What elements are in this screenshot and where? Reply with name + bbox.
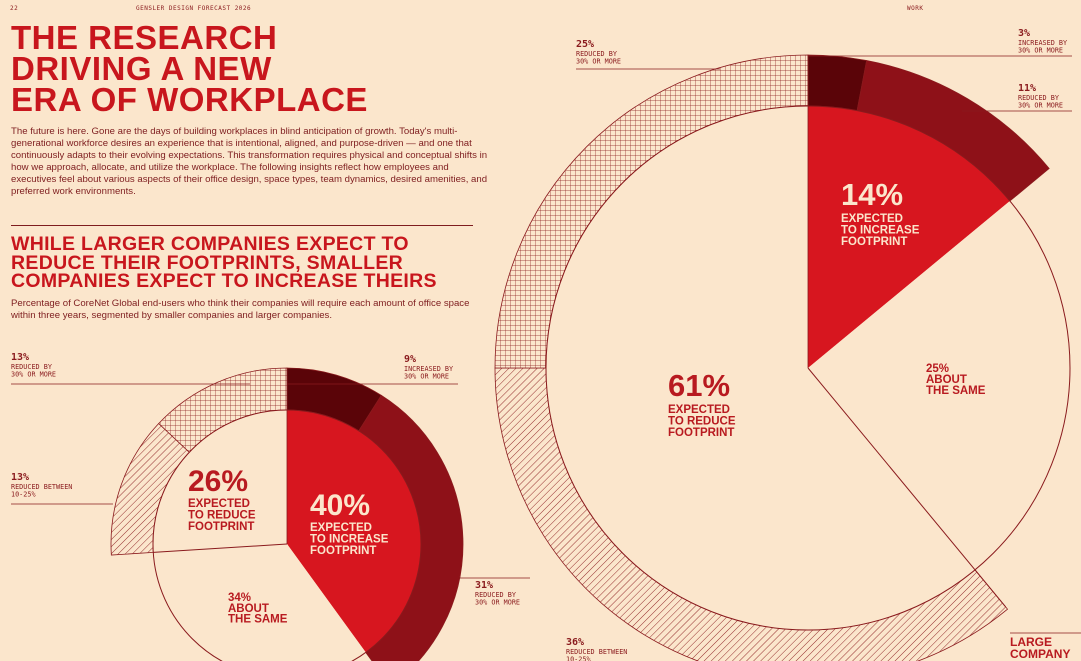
pct-same: 34% [228, 592, 251, 604]
pct-same: 25% [926, 363, 949, 375]
ring-label-increase-pct: 9% [404, 354, 416, 365]
label-increase: EXPECTED [310, 522, 372, 534]
ring-label-dark-pct: 31% [475, 580, 493, 591]
ring-label-dark-text: 30% OR MORE [1018, 102, 1063, 110]
ring-label-increase-text: 30% OR MORE [1018, 47, 1063, 55]
chart-heading-line: REDUCE THEIR FOOTPRINTS, SMALLER [11, 251, 404, 274]
label-increase: EXPECTED [841, 213, 903, 225]
ring-label-hatch-text: REDUCED BETWEEN [11, 483, 72, 491]
ring-label-dark-text: 30% OR MORE [475, 599, 520, 607]
ring-label-hatch-text: REDUCED BETWEEN [566, 648, 627, 656]
label-reduce: TO REDUCE [668, 416, 736, 428]
ring-label-hatch-pct: 13% [11, 472, 29, 483]
pct-reduce: 26% [188, 465, 248, 498]
ring-label-grid-pct: 25% [576, 39, 594, 50]
divider-line [153, 543, 288, 553]
ring-label-grid-pct: 13% [11, 352, 29, 363]
label-reduce: TO REDUCE [188, 510, 256, 522]
outer-ring-segment [807, 54, 868, 112]
ring-label-grid-text: REDUCED BY [576, 50, 617, 58]
label-reduce: FOOTPRINT [668, 427, 734, 439]
publication-name: GENSLER DESIGN FORECAST 2026 [136, 5, 252, 12]
ring-label-hatch-text: 10-25% [566, 656, 591, 661]
chart-title: COMPANY [1010, 647, 1070, 661]
label-reduce: EXPECTED [668, 404, 730, 416]
label-reduce: EXPECTED [188, 498, 250, 510]
page-title: THE RESEARCH DRIVING A NEW ERA OF WORKPL… [11, 19, 431, 118]
ring-label-increase-text: 30% OR MORE [404, 373, 449, 381]
section-name: WORK [907, 5, 924, 12]
ring-label-hatch-text: 10-25% [11, 491, 36, 499]
pct-increase: 40% [310, 489, 370, 522]
ring-label-hatch-pct: 36% [566, 637, 584, 648]
slice-increase [287, 410, 421, 653]
label-same: ABOUT [926, 374, 967, 386]
title-line: THE RESEARCH [11, 19, 278, 56]
label-same: ABOUT [228, 603, 269, 615]
divider [11, 225, 473, 226]
divider-line [807, 367, 1006, 608]
label-increase: FOOTPRINT [310, 545, 376, 557]
ring-label-increase-pct: 3% [1018, 28, 1030, 39]
title-line: ERA OF WORKPLACE [11, 81, 368, 118]
ring-label-increase-text: INCREASED BY [1018, 39, 1067, 47]
label-same: THE SAME [228, 614, 288, 626]
ring-label-grid-text: 30% OR MORE [11, 371, 56, 379]
page-number: 22 [10, 5, 19, 12]
chart-heading-line: WHILE LARGER COMPANIES EXPECT TO [11, 233, 409, 255]
ring-label-dark-pct: 11% [1018, 83, 1036, 94]
label-increase: TO INCREASE [841, 225, 920, 237]
chart-title: LARGE [1010, 635, 1052, 649]
label-reduce: FOOTPRINT [188, 521, 254, 533]
ring-label-grid-text: 30% OR MORE [576, 58, 621, 66]
pct-reduce: 61% [668, 368, 730, 403]
slice-same-and-reduce [153, 410, 366, 661]
title-line: DRIVING A NEW [11, 50, 272, 87]
label-increase: FOOTPRINT [841, 236, 907, 248]
label-same: THE SAME [926, 385, 986, 397]
chart-heading: WHILE LARGER COMPANIES EXPECT TO REDUCE … [11, 235, 491, 291]
chart-heading-line: COMPANIES EXPECT TO INCREASE THEIRS [11, 270, 437, 292]
slice-increase [808, 106, 1010, 368]
label-increase: TO INCREASE [310, 534, 389, 546]
ring-label-grid-text: REDUCED BY [11, 363, 52, 371]
ring-label-dark-text: REDUCED BY [1018, 94, 1059, 102]
intro-paragraph: The future is here. Gone are the days of… [11, 126, 488, 198]
pct-increase: 14% [841, 177, 903, 212]
ring-label-dark-text: REDUCED BY [475, 591, 516, 599]
chart-caption: Percentage of CoreNet Global end-users w… [11, 298, 470, 321]
ring-label-increase-text: INCREASED BY [404, 365, 453, 373]
